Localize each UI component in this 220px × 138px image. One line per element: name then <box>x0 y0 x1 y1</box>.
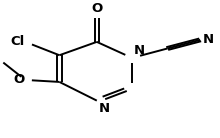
Text: Cl: Cl <box>10 35 24 48</box>
Text: O: O <box>91 2 103 15</box>
Text: N: N <box>202 33 214 46</box>
Text: N: N <box>99 102 110 115</box>
Text: O: O <box>13 73 24 86</box>
Text: N: N <box>134 44 145 57</box>
